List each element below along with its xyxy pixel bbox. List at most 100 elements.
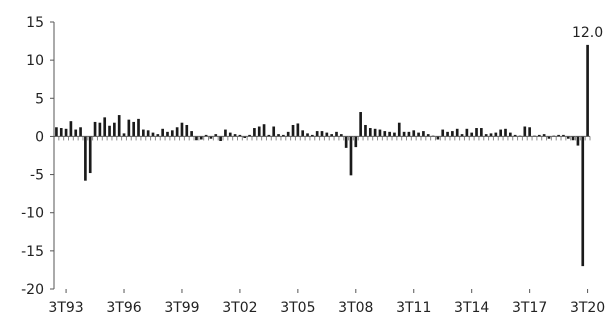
x-tick-label: 3T99 — [164, 300, 199, 316]
bar-2T16 — [504, 128, 507, 137]
bar-1T96 — [113, 122, 116, 137]
bar-1T06 — [306, 133, 309, 137]
bar-2T03 — [253, 128, 256, 137]
bar-2T96 — [117, 115, 121, 137]
x-tick-label: 3T05 — [280, 300, 315, 316]
bar-2T04 — [272, 126, 276, 137]
bar-1T05 — [286, 131, 290, 137]
bar-4T02 — [243, 136, 247, 138]
bar-1T13 — [441, 129, 445, 137]
bar-1T03 — [248, 134, 251, 137]
bar-3T95 — [103, 117, 107, 137]
y-tick-label: 0 — [35, 129, 44, 145]
bar-3T13 — [451, 131, 454, 137]
bar-2T05 — [291, 124, 295, 137]
bar-3T11 — [412, 130, 416, 137]
bar-4T09 — [378, 129, 382, 137]
bar-4T96 — [127, 119, 131, 137]
bar-3T16 — [509, 132, 512, 137]
bar-2T09 — [368, 128, 372, 137]
bar-1T12 — [422, 131, 425, 137]
bar-4T15 — [494, 132, 498, 137]
bar-4T06 — [320, 131, 324, 137]
bar-4T10 — [397, 122, 401, 137]
bar-3T09 — [373, 128, 377, 137]
x-tick-label: 3T11 — [396, 300, 431, 316]
annotations: 12.0 — [572, 25, 603, 41]
bar-3T08 — [354, 136, 358, 148]
y-tick-label: 5 — [35, 91, 44, 107]
bar-3T20 — [586, 44, 589, 137]
bar-2T12 — [426, 134, 430, 137]
bar-4T16 — [513, 134, 517, 137]
bar-3T03 — [257, 126, 261, 137]
bar-1T93 — [55, 127, 58, 137]
y-tick-label: -10 — [21, 206, 44, 222]
bar-3T07 — [335, 131, 338, 137]
bar-3T01 — [219, 136, 222, 142]
bar-4T93 — [69, 121, 73, 137]
bar-4T05 — [301, 130, 305, 137]
bar-1T18 — [537, 134, 541, 137]
bar-1T19 — [557, 134, 560, 137]
bar-1T98 — [151, 132, 155, 137]
bar-2T97 — [137, 118, 140, 137]
bar-2T99 — [175, 127, 179, 137]
bar-4T00 — [204, 134, 208, 137]
bar-1T10 — [383, 131, 387, 137]
bars — [55, 44, 589, 267]
bar-1T04 — [267, 134, 271, 137]
bar-2T01 — [214, 134, 218, 137]
bar-4T95 — [108, 125, 111, 137]
bar-4T99 — [185, 124, 189, 137]
bar-4T12 — [436, 136, 440, 140]
bar-2T17 — [523, 126, 527, 137]
bar-2T06 — [311, 134, 314, 137]
bar-2T02 — [233, 134, 237, 137]
bar-1T95 — [93, 121, 97, 137]
bar-4T01 — [224, 129, 227, 137]
bar-1T97 — [132, 121, 136, 137]
bar-1T94 — [74, 129, 78, 137]
bar-4T14 — [475, 128, 478, 137]
bar-4T04 — [282, 134, 285, 137]
bar-4T07 — [339, 134, 343, 137]
bar-2T08 — [349, 136, 353, 176]
bar-3T14 — [470, 132, 474, 137]
bar-1T08 — [344, 136, 348, 148]
bar-1T07 — [325, 132, 329, 137]
bar-4T13 — [455, 128, 459, 137]
bar-4T94 — [88, 136, 92, 174]
x-tick-label: 3T02 — [222, 300, 257, 316]
bar-2T13 — [446, 131, 449, 137]
bar-3T19 — [566, 136, 570, 139]
bar-1T00 — [190, 131, 193, 137]
x-tick-label: 3T08 — [338, 300, 373, 316]
bar-3T00 — [199, 136, 203, 140]
x-tick-label: 3T96 — [106, 300, 141, 316]
bar-4T98 — [166, 131, 169, 137]
y-tick-label: -5 — [30, 168, 44, 184]
bar-2T20 — [581, 136, 585, 267]
bar-3T98 — [161, 128, 164, 137]
bar-1T99 — [170, 130, 174, 137]
ticks — [50, 21, 591, 293]
bar-2T18 — [542, 134, 546, 137]
bar-3T94 — [84, 136, 87, 181]
bar-2T00 — [195, 136, 198, 141]
bar-3T02 — [238, 134, 242, 137]
bar-1T16 — [499, 129, 502, 137]
y-tick-label: 15 — [26, 15, 44, 31]
bar-2T07 — [330, 134, 333, 137]
bar-3T10 — [393, 132, 396, 137]
x-tick-label: 3T17 — [512, 300, 547, 316]
bar-1T01 — [209, 136, 213, 139]
bar-2T10 — [388, 131, 391, 137]
bar-2T98 — [156, 134, 160, 137]
bar-3T15 — [489, 133, 493, 137]
x-tick-label: 3T93 — [48, 300, 83, 316]
bar-2T14 — [465, 128, 469, 137]
bar-3T05 — [296, 123, 300, 137]
